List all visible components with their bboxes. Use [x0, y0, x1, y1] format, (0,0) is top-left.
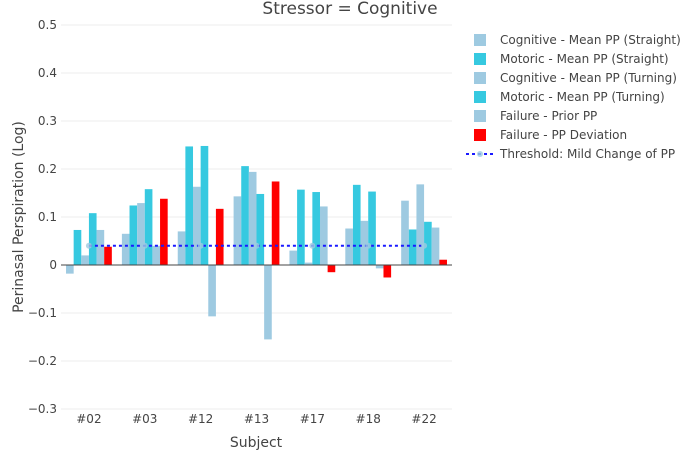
chart-title: Stressor = Cognitive — [262, 0, 437, 19]
x-tick-label-6: #22 — [411, 412, 436, 426]
legend-swatch-5[interactable] — [474, 129, 486, 141]
bar-s5-c4 — [327, 265, 336, 273]
legend-swatch-3[interactable] — [474, 91, 486, 103]
bar-s0-c4 — [289, 250, 298, 265]
threshold-marker-4 — [309, 242, 316, 249]
y-tick-label-8: 0.5 — [38, 18, 57, 32]
bar-s3-c6 — [424, 221, 432, 265]
bar-s2-c4 — [304, 262, 313, 265]
bar-s4-c5 — [375, 265, 384, 269]
legend-swatch-0[interactable] — [474, 34, 486, 46]
bar-s2-c2 — [193, 186, 201, 265]
bar-s2-c3 — [248, 171, 257, 265]
y-tick-label-6: 0.3 — [38, 114, 57, 128]
bar-s0-c6 — [401, 200, 409, 265]
threshold-marker-6 — [421, 242, 428, 249]
x-tick-label-2: #12 — [188, 412, 213, 426]
y-tick-label-1: −0.2 — [28, 354, 57, 368]
threshold-layer — [85, 242, 428, 249]
bar-s3-c1 — [144, 189, 153, 265]
y-axis-title: Perinasal Perspiration (Log) — [11, 121, 27, 313]
y-tick-label-7: 0.4 — [38, 66, 57, 80]
x-tick-label-4: #17 — [300, 412, 325, 426]
legend-label-threshold[interactable]: Threshold: Mild Change of PP — [499, 147, 675, 161]
bar-s0-c0 — [66, 265, 74, 274]
bars-layer — [66, 145, 447, 340]
x-tick-label-0: #02 — [76, 412, 101, 426]
bar-s2-c1 — [137, 203, 145, 265]
legend-swatch-4[interactable] — [474, 110, 486, 122]
bar-s1-c1 — [129, 205, 138, 265]
bar-s3-c2 — [200, 145, 209, 265]
legend-swatch-2[interactable] — [474, 72, 486, 84]
bar-s4-c3 — [264, 265, 272, 340]
threshold-marker-1 — [141, 242, 148, 249]
y-axis-ticks: −0.3 −0.2 −0.1 0 0.1 0.2 0.3 0.4 0.5 — [28, 18, 57, 416]
bar-s3-c3 — [256, 193, 265, 265]
bar-s5-c5 — [383, 265, 392, 278]
bar-s0-c1 — [121, 233, 130, 265]
bar-s1-c0 — [73, 229, 82, 265]
y-tick-label-5: 0.2 — [38, 162, 57, 176]
bar-s5-c3 — [271, 181, 280, 265]
y-tick-label-3: 0 — [49, 258, 57, 272]
bar-s1-c6 — [408, 229, 417, 265]
legend-label-5[interactable]: Failure - PP Deviation — [500, 128, 627, 142]
bar-s4-c2 — [208, 265, 216, 317]
bar-s2-c0 — [81, 255, 89, 265]
x-tick-label-1: #03 — [132, 412, 157, 426]
bar-s4-c4 — [319, 206, 328, 265]
x-tick-label-3: #13 — [244, 412, 269, 426]
legend[interactable]: Cognitive - Mean PP (Straight) Motoric - … — [466, 33, 681, 161]
y-tick-label-0: −0.3 — [28, 402, 57, 416]
threshold-marker-5 — [365, 242, 372, 249]
legend-label-4[interactable]: Failure - Prior PP — [500, 109, 597, 123]
bar-s5-c1 — [160, 198, 168, 265]
threshold-marker-3 — [253, 242, 260, 249]
legend-label-1[interactable]: Motoric - Mean PP (Straight) — [500, 52, 669, 66]
legend-label-0[interactable]: Cognitive - Mean PP (Straight) — [500, 33, 681, 47]
bar-s2-c6 — [416, 184, 425, 265]
bar-s4-c6 — [431, 227, 440, 265]
bar-s4-c1 — [152, 245, 161, 265]
bar-s1-c3 — [241, 166, 249, 265]
bar-s1-c5 — [352, 184, 361, 265]
legend-swatch-1[interactable] — [474, 53, 486, 65]
threshold-marker-2 — [197, 242, 204, 249]
x-axis-ticks: #02 #03 #12 #13 #17 #18 #22 — [76, 412, 436, 426]
bar-s5-c6 — [439, 259, 447, 265]
bar-s3-c0 — [88, 213, 97, 265]
bar-s2-c5 — [360, 220, 369, 265]
bar-s5-c2 — [215, 208, 224, 265]
x-tick-label-5: #18 — [356, 412, 381, 426]
bar-s3-c5 — [368, 191, 376, 265]
x-axis-title: Subject — [230, 435, 283, 450]
y-tick-label-4: 0.1 — [38, 210, 57, 224]
y-tick-label-2: −0.1 — [28, 306, 57, 320]
threshold-marker-0 — [85, 242, 92, 249]
bar-s1-c4 — [297, 189, 305, 265]
legend-label-2[interactable]: Cognitive - Mean PP (Turning) — [500, 71, 677, 85]
bar-s1-c2 — [185, 146, 194, 265]
bar-s4-c0 — [96, 229, 105, 265]
grid-layer — [61, 24, 452, 410]
bar-s0-c3 — [233, 196, 242, 265]
bar-s3-c4 — [312, 192, 320, 265]
legend-threshold-marker — [477, 151, 483, 157]
bar-s5-c0 — [104, 246, 112, 265]
bar-s0-c2 — [177, 231, 186, 265]
legend-label-3[interactable]: Motoric - Mean PP (Turning) — [500, 90, 665, 104]
